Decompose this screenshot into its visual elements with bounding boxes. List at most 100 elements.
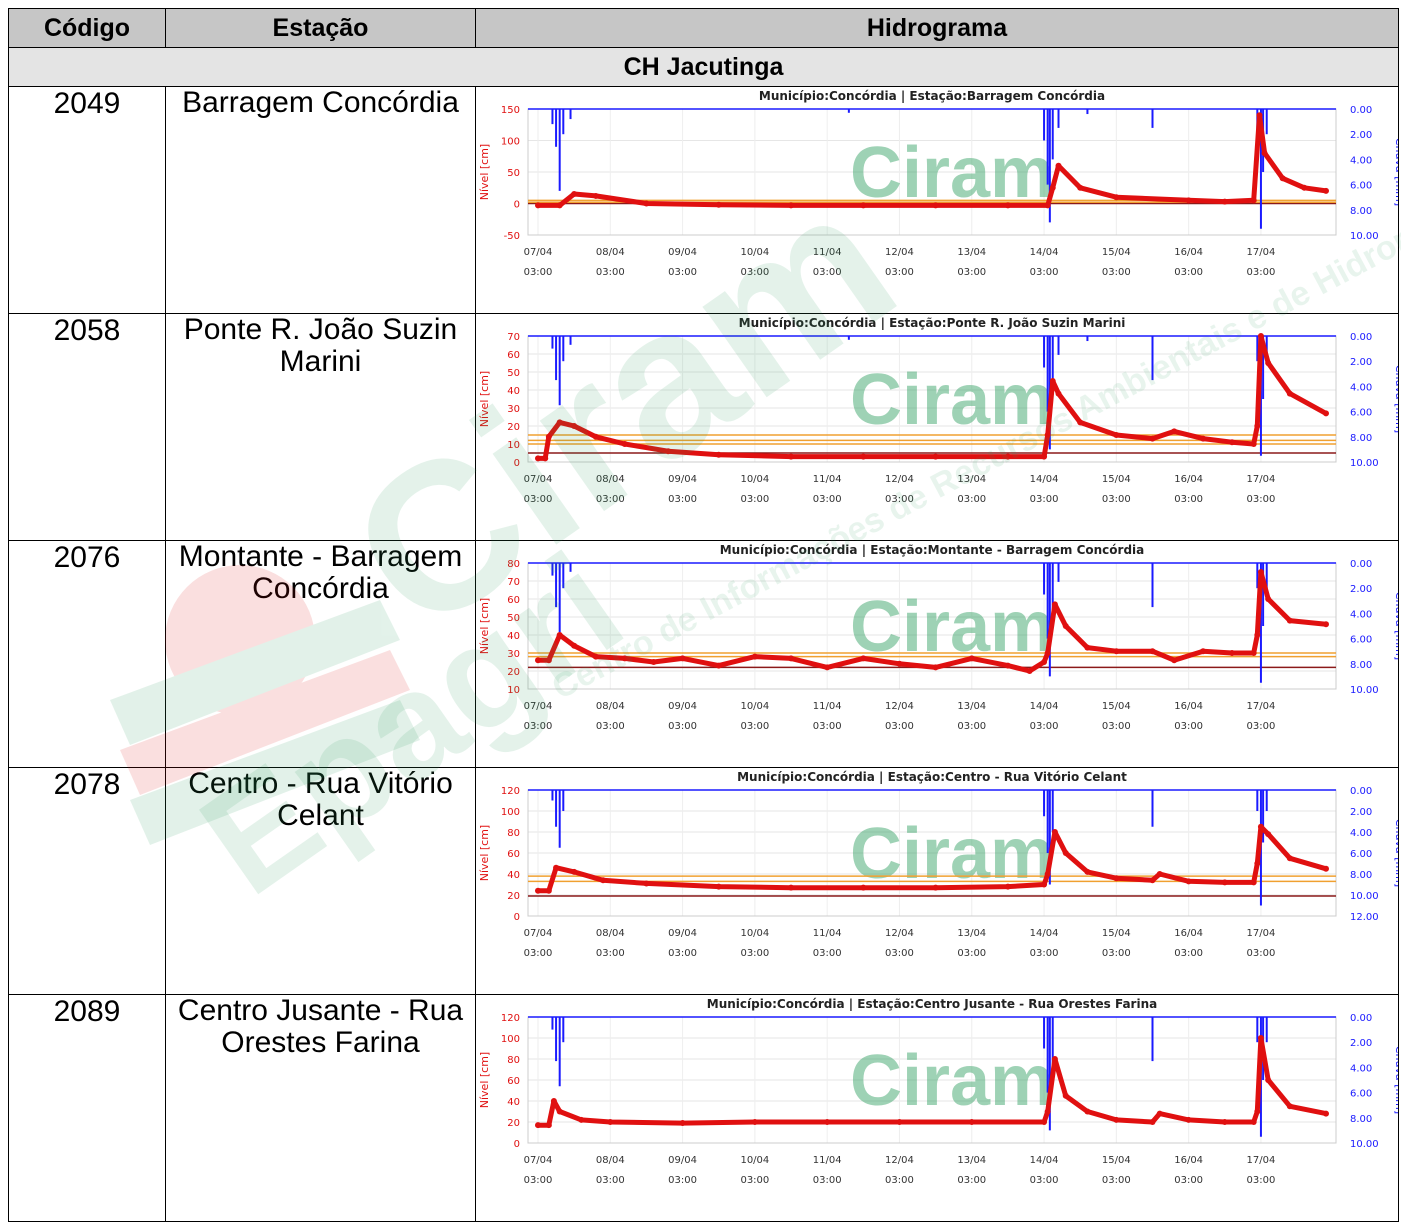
x-tick-label: 09/04 [668,928,697,939]
y2-tick-label: 2.00 [1350,357,1372,368]
y2-tick-label: 8.00 [1350,433,1372,444]
y2-tick-label: 2.00 [1350,807,1372,818]
level-point [932,453,939,460]
level-point [1041,659,1048,665]
y-tick-label: 100 [501,1034,520,1045]
y-tick-label: 30 [507,649,520,660]
y2-tick-label: 8.00 [1350,1114,1372,1125]
level-point [545,433,552,440]
x-tick-label: 07/04 [524,1155,553,1166]
level-point [571,868,578,875]
level-point [1286,1103,1293,1110]
y-tick-label: 20 [507,1118,520,1129]
level-point [1149,435,1156,442]
x-tick-label: 03:00 [1030,721,1059,732]
hydrogram-table: Código Estação Hidrograma CH Jacutinga 2… [8,8,1399,1222]
y-tick-label: 60 [507,849,520,860]
y-axis-label: Nível [cm] [478,825,491,881]
y-tick-label: 80 [507,1055,520,1066]
level-point [1084,644,1091,651]
x-tick-label: 03:00 [524,1175,553,1186]
level-point [592,653,599,660]
level-point [1200,648,1207,655]
x-tick-label: 03:00 [596,1175,625,1186]
x-tick-label: 03:00 [596,267,625,278]
x-tick-label: 03:00 [957,721,986,732]
level-point [1041,881,1048,888]
level-point [1261,150,1268,157]
level-point [607,1119,614,1125]
x-tick-label: 03:00 [1102,494,1131,505]
x-tick-label: 07/04 [524,247,553,258]
x-tick-label: 11/04 [813,474,842,485]
level-point [1256,112,1263,119]
header-hydrogram: Hidrograma [475,8,1399,48]
chart-title: Município:Concórdia | Estação:Montante -… [720,543,1145,557]
x-tick-label: 03:00 [524,494,553,505]
x-tick-label: 09/04 [668,247,697,258]
level-point [788,884,795,891]
level-point [1265,831,1272,838]
level-point [1323,187,1329,194]
x-tick-label: 07/04 [524,474,553,485]
x-tick-label: 10/04 [740,474,769,485]
x-tick-label: 03:00 [813,721,842,732]
x-tick-label: 11/04 [813,701,842,712]
x-tick-label: 16/04 [1174,474,1203,485]
y2-tick-label: 0.00 [1350,1013,1372,1024]
level-point [1265,1077,1272,1083]
level-point [545,1122,552,1129]
x-tick-label: 17/04 [1247,701,1276,712]
y2-tick-label: 10.00 [1350,458,1379,469]
y2-tick-label: 10.00 [1350,685,1379,696]
hydrogram-chart: Município:Concórdia | Estação:Montante -… [478,543,1398,732]
level-point [715,883,722,890]
level-point [1200,435,1207,442]
level-point [1044,202,1051,209]
level-point [860,202,867,209]
level-point [1055,390,1062,397]
x-tick-label: 12/04 [885,701,914,712]
level-point [592,192,599,199]
y2-tick-label: 0.00 [1350,559,1372,570]
x-tick-label: 16/04 [1174,701,1203,712]
level-point [1185,878,1192,885]
level-point [1113,648,1120,655]
level-point [788,655,795,662]
level-point [1250,441,1257,447]
level-point [715,451,722,458]
station-code: 2076 [8,540,166,768]
y2-tick-label: 6.00 [1350,635,1372,646]
y-tick-label: 0 [514,1139,520,1150]
x-tick-label: 03:00 [957,948,986,959]
y-tick-label: -50 [504,231,520,242]
level-point [1044,871,1051,877]
x-tick-label: 16/04 [1174,928,1203,939]
level-point [1149,648,1156,655]
x-tick-label: 03:00 [1247,267,1276,278]
y2-tick-label: 8.00 [1350,870,1372,881]
level-point [1049,378,1056,384]
station-code: 2078 [8,767,166,995]
table-row: 2049 Barragem Concórdia Município:Concór… [8,86,1399,314]
station-name: Ponte R. João Suzin Marini [165,313,476,541]
x-tick-label: 10/04 [740,928,769,939]
level-point [1254,423,1261,429]
y-axis-label: Nível [cm] [478,598,491,654]
x-tick-label: 12/04 [885,1155,914,1166]
x-tick-label: 03:00 [957,494,986,505]
level-point [1171,657,1178,664]
y-tick-label: 40 [507,870,520,881]
y2-tick-label: 2.00 [1350,584,1372,595]
y-tick-label: 0 [514,458,520,469]
y2-tick-label: 4.00 [1350,828,1372,839]
x-tick-label: 03:00 [885,494,914,505]
level-point [968,1119,975,1125]
table-row: 2058 Ponte R. João Suzin Marini Municípi… [8,313,1399,541]
x-tick-label: 03:00 [596,494,625,505]
level-point [896,660,903,667]
y2-axis-label: Chuva [mm] [1393,1046,1398,1114]
level-point [932,202,939,209]
level-point [665,448,672,455]
x-tick-label: 03:00 [813,948,842,959]
